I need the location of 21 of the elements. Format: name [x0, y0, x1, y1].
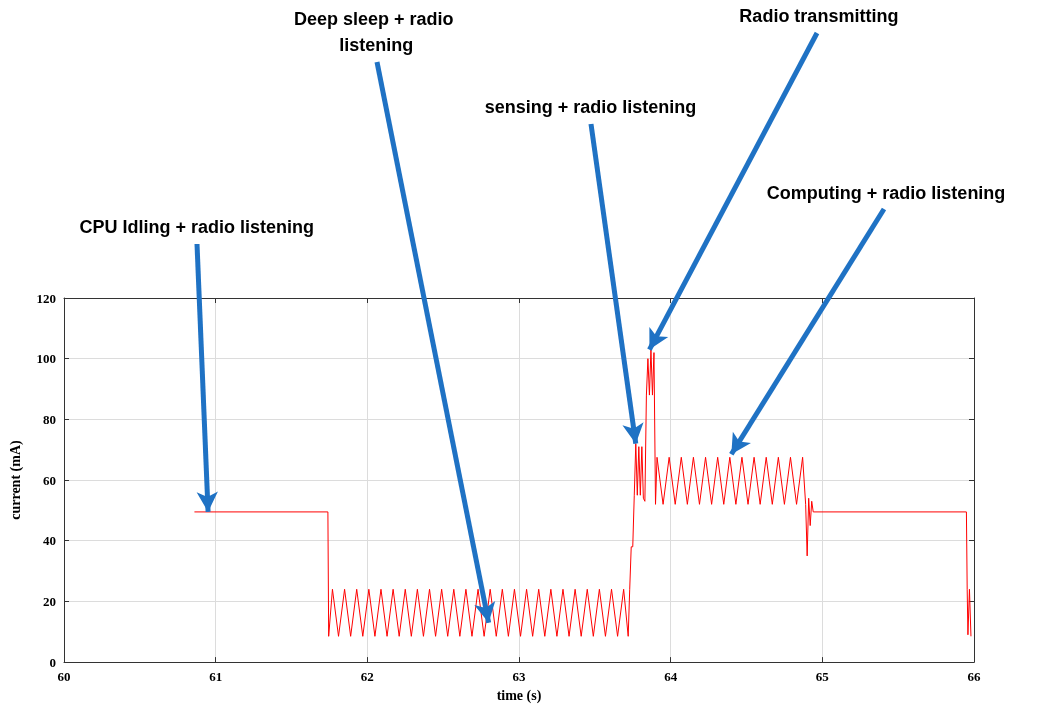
x-tick-label: 64: [664, 669, 678, 685]
y-tick-label: 0: [49, 654, 56, 670]
annotation: Radio transmitting: [739, 6, 899, 27]
x-tick-label: 60: [57, 669, 71, 685]
x-tick-label: 65: [815, 669, 830, 685]
y-tick-label: 80: [43, 411, 56, 427]
y-tick-label: 100: [36, 351, 56, 367]
x-tick-label: 62: [360, 669, 374, 685]
x-axis-title: time (s): [496, 687, 542, 704]
x-tick-label: 66: [967, 669, 981, 685]
y-axis-title: current (mA): [7, 440, 24, 520]
annotation: sensing + radio listening: [484, 97, 697, 118]
x-tick-label: 61: [209, 669, 223, 685]
annotation: Deep sleep + radio listening: [293, 9, 459, 56]
annotation: CPU Idling + radio listening: [79, 217, 315, 237]
x-tick-label: 63: [512, 669, 526, 685]
annotation: Computing + radio listening: [766, 182, 1006, 203]
y-tick-label: 120: [36, 290, 56, 306]
y-tick-label: 40: [43, 533, 56, 549]
y-tick-label: 20: [43, 593, 56, 609]
y-tick-label: 60: [43, 472, 56, 488]
